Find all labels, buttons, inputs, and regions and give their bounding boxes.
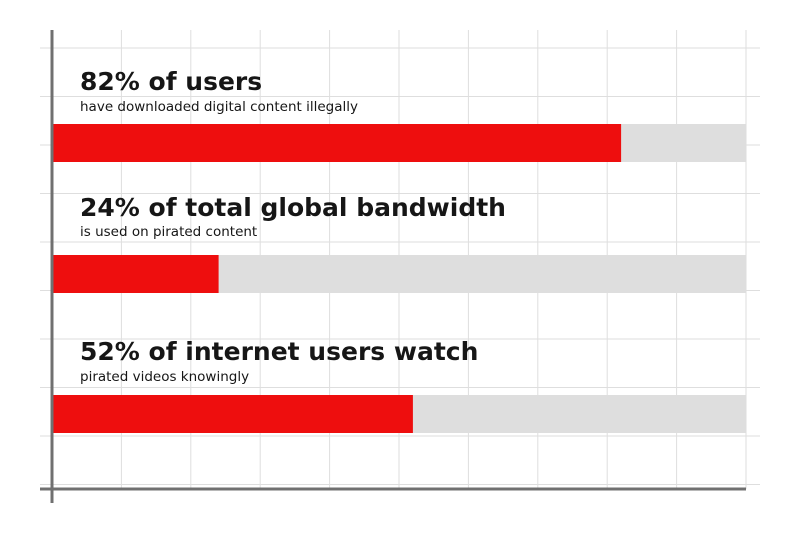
- bar-value: [52, 395, 413, 433]
- labels: 82% of users have downloaded digital cont…: [80, 67, 506, 385]
- bar-headline: 24% of total global bandwidth: [80, 193, 506, 222]
- bar-headline: 82% of users: [80, 67, 262, 96]
- bar-value: [52, 255, 219, 293]
- bar-value: [52, 124, 622, 162]
- bar-subline: pirated videos knowingly: [80, 369, 249, 385]
- bars: [52, 124, 622, 433]
- bar-subline: is used on pirated content: [80, 224, 257, 240]
- bar-subline: have downloaded digital content illegall…: [80, 99, 358, 115]
- bar-headline: 52% of internet users watch: [80, 337, 478, 366]
